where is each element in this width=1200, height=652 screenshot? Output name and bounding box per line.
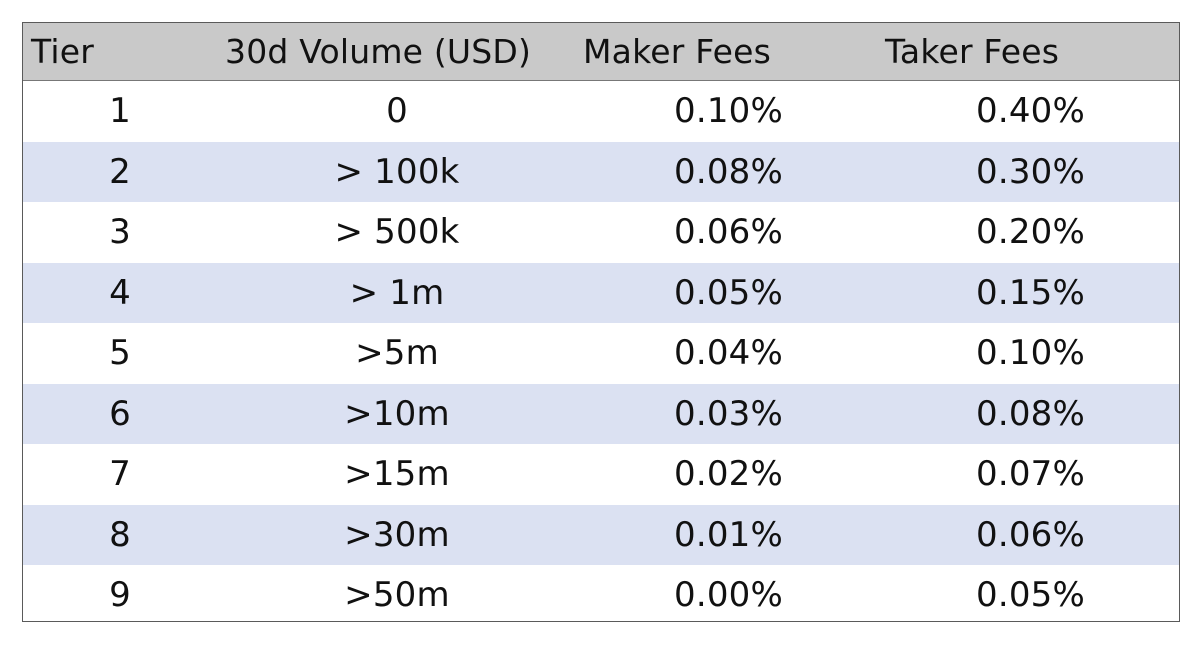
header-tier: Tier xyxy=(31,32,94,71)
header-maker-fees: Maker Fees xyxy=(583,32,771,71)
cell-taker-fee: 0.08% xyxy=(975,393,1085,434)
fee-tier-table: Tier 30d Volume (USD) Maker Fees Taker F… xyxy=(22,22,1180,622)
table-row: 3 > 500k 0.06% 0.20% xyxy=(23,202,1179,263)
cell-volume: >5m xyxy=(355,333,439,374)
header-taker-fees: Taker Fees xyxy=(885,32,1060,71)
cell-taker-fee: 0.10% xyxy=(975,333,1085,374)
table-row: 5 >5m 0.04% 0.10% xyxy=(23,323,1179,384)
cell-maker-fee: 0.08% xyxy=(673,151,783,192)
cell-tier: 9 xyxy=(109,575,131,616)
cell-tier: 1 xyxy=(109,91,131,132)
table-row: 4 > 1m 0.05% 0.15% xyxy=(23,262,1179,323)
cell-maker-fee: 0.06% xyxy=(673,212,783,253)
table-header-row: Tier 30d Volume (USD) Maker Fees Taker F… xyxy=(23,23,1179,81)
cell-volume: > 1m xyxy=(349,272,445,313)
cell-tier: 3 xyxy=(109,212,131,253)
table-row: 8 >30m 0.01% 0.06% xyxy=(23,504,1179,565)
cell-maker-fee: 0.00% xyxy=(673,575,783,616)
cell-maker-fee: 0.01% xyxy=(673,514,783,555)
header-30d-volume: 30d Volume (USD) xyxy=(225,32,532,71)
cell-tier: 8 xyxy=(109,514,131,555)
cell-taker-fee: 0.20% xyxy=(975,212,1085,253)
table-row: 1 0 0.10% 0.40% xyxy=(23,81,1179,142)
table-row: 7 >15m 0.02% 0.07% xyxy=(23,444,1179,505)
cell-tier: 6 xyxy=(109,393,131,434)
cell-taker-fee: 0.15% xyxy=(975,272,1085,313)
cell-volume: > 100k xyxy=(334,151,460,192)
table-row: 9 >50m 0.00% 0.05% xyxy=(23,565,1179,621)
cell-tier: 7 xyxy=(109,454,131,495)
cell-maker-fee: 0.04% xyxy=(673,333,783,374)
cell-volume: >10m xyxy=(344,393,450,434)
cell-tier: 5 xyxy=(109,333,131,374)
cell-taker-fee: 0.06% xyxy=(975,514,1085,555)
table-row: 6 >10m 0.03% 0.08% xyxy=(23,383,1179,444)
cell-volume: > 500k xyxy=(334,212,460,253)
cell-maker-fee: 0.02% xyxy=(673,454,783,495)
cell-taker-fee: 0.30% xyxy=(975,151,1085,192)
cell-volume: >30m xyxy=(344,514,450,555)
cell-maker-fee: 0.10% xyxy=(673,91,783,132)
cell-volume: >50m xyxy=(344,575,450,616)
cell-maker-fee: 0.05% xyxy=(673,272,783,313)
cell-tier: 4 xyxy=(109,272,131,313)
cell-tier: 2 xyxy=(109,151,131,192)
cell-volume: 0 xyxy=(386,91,408,132)
cell-taker-fee: 0.40% xyxy=(975,91,1085,132)
table-row: 2 > 100k 0.08% 0.30% xyxy=(23,141,1179,202)
cell-taker-fee: 0.05% xyxy=(975,575,1085,616)
cell-maker-fee: 0.03% xyxy=(673,393,783,434)
cell-taker-fee: 0.07% xyxy=(975,454,1085,495)
cell-volume: >15m xyxy=(344,454,450,495)
